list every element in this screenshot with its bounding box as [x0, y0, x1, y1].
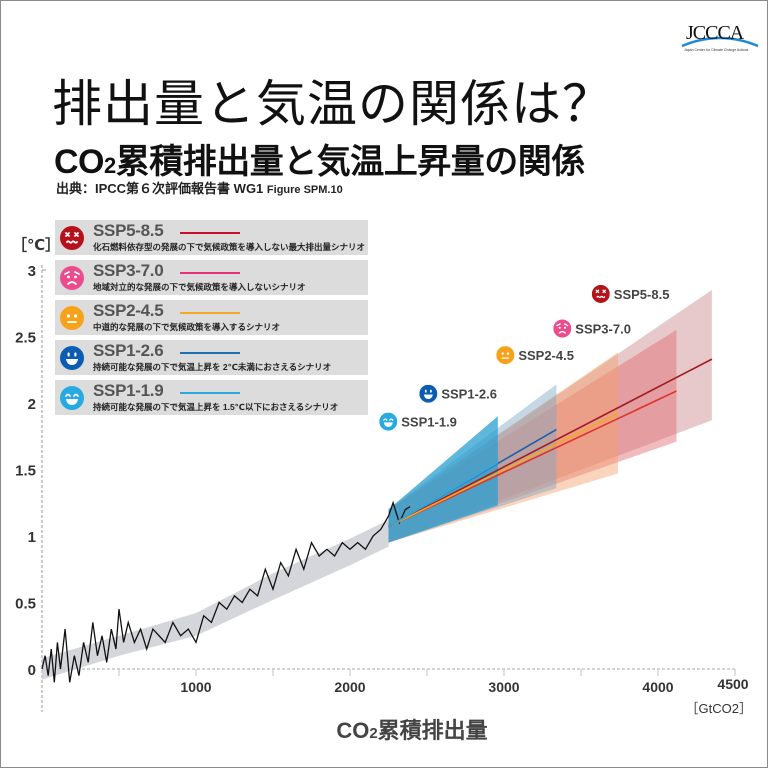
legend-line-swatch: [180, 392, 240, 394]
x-axis-label: CO2累積排出量: [336, 718, 487, 743]
source-text: 出典：IPCC第６次評価報告書 WG1: [56, 181, 264, 196]
legend-name: SSP5-8.5: [93, 221, 164, 240]
x-tick-label: 4000: [642, 679, 673, 695]
legend-description: 化石燃料依存型の発展の下で気候政策を導入しない最大排出量シナリオ: [93, 242, 366, 252]
legend-description: 持続可能な発展の下で気温上昇を 2℃未満におさえるシナリオ: [93, 362, 332, 372]
page-subtitle: CO2累積排出量と気温上昇量の関係: [54, 134, 585, 183]
median-ssp3-7.0: [388, 390, 677, 528]
subtitle-rest: 累積排出量と気温上昇量の関係: [115, 143, 586, 181]
legend-line-swatch: [180, 272, 240, 274]
dead-face-icon: [591, 284, 610, 303]
legend-name: SSP1-1.9: [93, 381, 164, 400]
legend: SSP5-8.5 化石燃料依存型の発展の下で気候政策を導入しない最大排出量シナリオ…: [55, 220, 368, 420]
logo-text: JCCCA: [686, 22, 744, 44]
legend-line-swatch: [180, 232, 240, 234]
median-ssp1-1.9: [388, 462, 499, 528]
scenario-label: SSP1-1.9: [379, 412, 457, 431]
legend-description: 中道的な発展の下で気候政策を導入するシナリオ: [93, 322, 281, 332]
band-ssp1-1.9: [388, 416, 498, 543]
x-unit: ［GtCO2］: [686, 701, 752, 716]
legend-item: SSP2-4.5 中道的な発展の下で気候政策を導入するシナリオ: [55, 300, 368, 335]
legend-description: 持続可能な発展の下で気温上昇を 1.5℃以下におさえるシナリオ: [93, 402, 339, 412]
scenario-label: SSP2-4.5: [496, 346, 574, 365]
source-figure: Figure SPM.10: [266, 184, 343, 196]
scenario-label-text: SSP1-2.6: [441, 387, 497, 402]
x-tick-label: 2000: [334, 679, 365, 695]
y-tick-label: 2: [28, 396, 36, 413]
legend-item: SSP1-1.9 持続可能な発展の下で気温上昇を 1.5℃以下におさえるシナリオ: [55, 380, 368, 415]
scenario-label: SSP1-2.6: [419, 384, 497, 403]
page-title: 排出量と気温の関係は？: [52, 76, 613, 132]
x-tick-label: 4500: [717, 676, 748, 692]
legend-item: SSP3-7.0 地域対立的な発展の下で気候政策を導入しないシナリオ: [55, 260, 368, 295]
smile-face-icon: [60, 346, 84, 370]
legend-name: SSP1-2.6: [93, 341, 164, 360]
worried-face-icon: [60, 266, 84, 290]
scenario-label-text: SSP2-4.5: [518, 348, 574, 363]
logo-subtitle: Japan Center for Climate Change Actions: [684, 48, 749, 52]
scenario-label-text: SSP3-7.0: [575, 322, 631, 337]
jccca-logo: JCCCA Japan Center for Climate Change Ac…: [680, 22, 760, 56]
x-tick-label: 1000: [180, 679, 211, 695]
dead-face-icon: [60, 226, 84, 250]
y-tick-label: 2.5: [15, 330, 36, 347]
scenario-label: SSP3-7.0: [553, 319, 631, 338]
smile-face-icon: [419, 384, 438, 403]
observed-range-band: [42, 520, 389, 680]
neutral-face-icon: [496, 346, 515, 365]
median-ssp2-4.5: [388, 412, 619, 528]
legend-item: SSP5-8.5 化石燃料依存型の発展の下で気候政策を導入しない最大排出量シナリオ: [55, 220, 368, 255]
worried-face-icon: [553, 319, 572, 338]
legend-name: SSP2-4.5: [93, 301, 164, 320]
y-unit: ［℃］: [12, 236, 60, 254]
scenario-label: SSP5-8.5: [591, 284, 670, 303]
median-ssp5-8.5: [388, 358, 713, 528]
grin-face-icon: [379, 412, 398, 431]
source-citation: 出典：IPCC第６次評価報告書 WG1 Figure SPM.10: [56, 178, 343, 197]
scenario-label-text: SSP1-1.9: [401, 415, 457, 430]
legend-line-swatch: [180, 312, 240, 314]
y-tick-label: 0: [28, 662, 36, 679]
y-tick-label: 1: [28, 529, 36, 546]
legend-line-swatch: [180, 352, 240, 354]
grin-face-icon: [60, 386, 84, 410]
legend-name: SSP3-7.0: [93, 261, 164, 280]
legend-item: SSP1-2.6 持続可能な発展の下で気温上昇を 2℃未満におさえるシナリオ: [55, 340, 368, 375]
scenario-label-text: SSP5-8.5: [614, 287, 670, 302]
observed-line: [41, 500, 411, 683]
neutral-face-icon: [60, 306, 84, 330]
y-tick-label: 1.5: [15, 463, 36, 480]
y-tick-label: 0.5: [15, 596, 36, 613]
x-tick-label: 3000: [488, 679, 519, 695]
subtitle-prefix: CO: [54, 143, 105, 181]
legend-description: 地域対立的な発展の下で気候政策を導入しないシナリオ: [93, 282, 306, 292]
subtitle-sub: 2: [104, 153, 116, 178]
y-tick-label: 3: [28, 263, 36, 280]
